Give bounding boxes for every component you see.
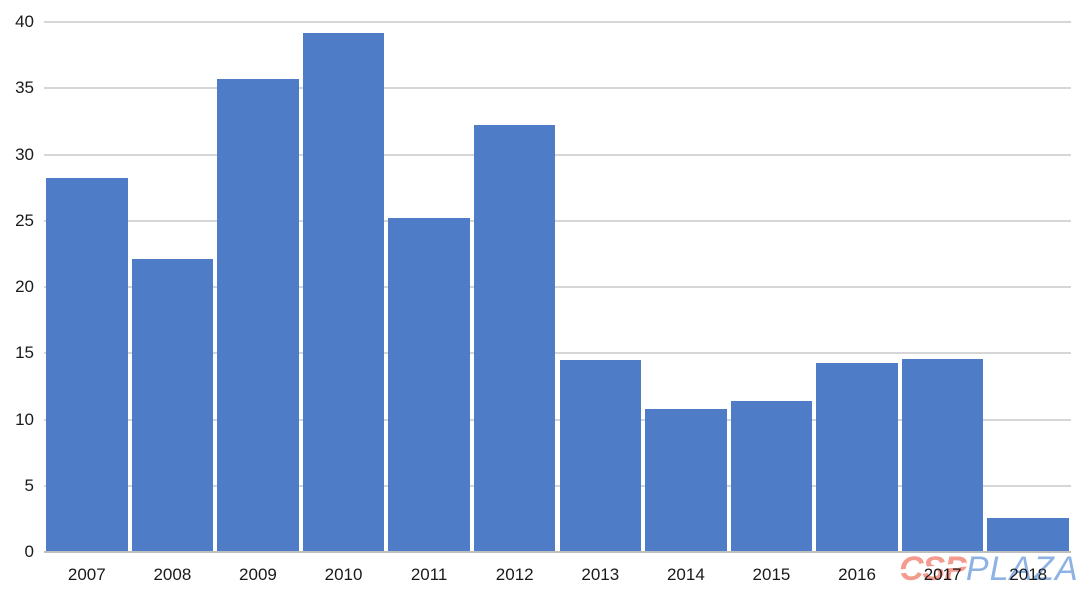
bar-2012 xyxy=(473,125,556,552)
gridline xyxy=(44,87,1071,90)
gridline xyxy=(44,219,1071,222)
gridline xyxy=(44,21,1071,23)
bar-2017 xyxy=(901,358,984,552)
bar-2007 xyxy=(46,178,128,552)
bar-2011 xyxy=(388,218,470,552)
gridline xyxy=(44,352,1071,355)
y-tick-label: 25 xyxy=(15,210,34,230)
y-tick-label: 35 xyxy=(15,78,34,98)
x-tick-label: 2010 xyxy=(324,565,363,584)
x-axis-line xyxy=(44,551,1071,553)
y-tick-label: 0 xyxy=(24,542,34,561)
watermark-plaza-text: PLAZA xyxy=(965,550,1076,588)
gridline xyxy=(44,153,1071,156)
bar-2018 xyxy=(987,517,1069,552)
y-tick-label: 30 xyxy=(15,144,34,164)
x-tick-label: 2013 xyxy=(581,565,620,584)
gridline xyxy=(44,484,1071,487)
cspplaza-watermark: CSPPLAZA xyxy=(899,551,1076,587)
y-tick-label: 10 xyxy=(15,409,34,429)
x-tick-label: 2014 xyxy=(666,565,705,584)
bar-2008 xyxy=(131,259,214,552)
bar-2013 xyxy=(559,359,642,552)
y-tick-label: 20 xyxy=(15,277,34,296)
bar-2016 xyxy=(816,362,898,552)
y-tick-label: 15 xyxy=(15,343,34,363)
x-tick-label: 2007 xyxy=(67,565,106,584)
bar-2009 xyxy=(217,78,299,552)
x-tick-label: 2018 xyxy=(1009,565,1048,584)
bar-2015 xyxy=(730,400,813,552)
gridline xyxy=(44,286,1071,288)
x-tick-label: 2008 xyxy=(153,565,192,584)
x-tick-label: 2012 xyxy=(495,565,534,584)
y-tick-label: 5 xyxy=(24,475,34,495)
y-tick-label: 40 xyxy=(15,12,34,31)
gridline xyxy=(44,418,1071,421)
bar-2014 xyxy=(645,408,727,552)
bar-2010 xyxy=(302,32,385,552)
x-tick-label: 2011 xyxy=(410,565,448,584)
x-tick-label: 2015 xyxy=(752,565,791,584)
x-tick-label: 2017 xyxy=(923,565,962,584)
x-tick-label: 2009 xyxy=(239,565,277,584)
x-tick-label: 2016 xyxy=(838,565,876,584)
